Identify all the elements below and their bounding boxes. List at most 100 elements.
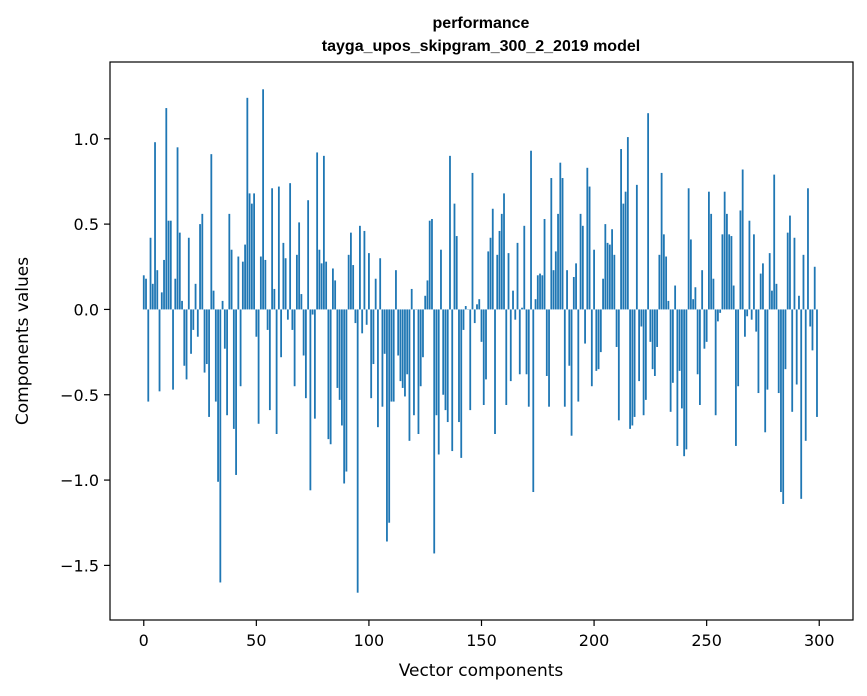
x-tick-label: 50 <box>246 631 266 650</box>
bar <box>142 275 145 310</box>
bar <box>151 283 154 310</box>
bar <box>514 309 517 320</box>
bar <box>183 309 186 366</box>
bar <box>590 309 593 387</box>
bar <box>791 309 794 412</box>
bar <box>221 300 224 310</box>
chart-subtitle: tayga_upos_skipgram_300_2_2019 model <box>322 38 640 55</box>
bar <box>379 258 382 310</box>
bar <box>726 213 728 310</box>
x-tick-label: 100 <box>354 631 385 650</box>
bar <box>599 309 602 353</box>
bar <box>500 213 503 310</box>
bar <box>793 237 796 310</box>
bar <box>361 309 364 334</box>
bar <box>757 309 760 394</box>
bar <box>662 234 665 310</box>
bar <box>703 309 706 349</box>
bar <box>611 229 613 310</box>
bar <box>264 259 267 310</box>
bar <box>313 309 316 419</box>
bar <box>570 309 573 436</box>
bar <box>199 224 201 310</box>
bar <box>687 188 690 310</box>
bar <box>615 309 618 347</box>
bar <box>816 309 818 417</box>
bar <box>766 309 769 390</box>
bar <box>404 309 406 397</box>
bar <box>365 309 368 325</box>
bar <box>262 89 264 310</box>
bar <box>476 304 478 310</box>
bar <box>165 108 168 310</box>
bar <box>699 309 701 405</box>
bar <box>480 309 483 342</box>
bar <box>554 251 557 310</box>
bar <box>431 218 433 310</box>
bar <box>665 256 668 310</box>
bar <box>696 309 699 375</box>
bar <box>237 256 240 310</box>
bar <box>581 225 584 310</box>
bar <box>435 309 438 416</box>
bar <box>721 234 724 310</box>
bar <box>491 208 494 310</box>
bar <box>424 295 427 310</box>
bar <box>651 309 654 370</box>
bar <box>336 309 339 388</box>
bar <box>608 244 611 310</box>
bar <box>789 215 791 310</box>
bar <box>350 232 352 310</box>
bar <box>683 309 686 457</box>
bar <box>685 309 688 450</box>
y-tick-label: 0.0 <box>74 300 99 319</box>
y-tick-label: 0.5 <box>74 215 99 234</box>
bar <box>460 309 463 458</box>
bar <box>426 280 429 310</box>
bar <box>462 309 465 330</box>
x-tick-label: 250 <box>691 631 722 650</box>
bar <box>210 154 213 310</box>
bar <box>354 309 357 324</box>
bar <box>550 178 553 310</box>
bar <box>275 309 278 434</box>
bar <box>163 259 165 310</box>
bar <box>255 309 258 337</box>
bar <box>449 155 451 310</box>
bar <box>458 309 460 423</box>
bar <box>635 184 638 310</box>
bar <box>735 309 737 446</box>
bar <box>271 188 274 310</box>
bar <box>172 309 174 390</box>
bar <box>678 309 681 371</box>
bar <box>732 285 735 310</box>
bar <box>525 309 528 375</box>
bar <box>158 309 161 392</box>
bar <box>174 278 177 310</box>
bar <box>334 280 337 310</box>
bar <box>304 309 307 399</box>
bar <box>617 309 620 421</box>
bar <box>320 263 323 310</box>
bar <box>284 258 287 310</box>
bar <box>775 283 778 310</box>
bar <box>507 253 510 310</box>
bar <box>631 309 634 426</box>
bar <box>372 309 375 365</box>
bar <box>246 97 249 310</box>
bar <box>523 225 526 310</box>
bar <box>203 309 206 373</box>
bar <box>541 275 544 310</box>
bar <box>753 234 755 310</box>
bar <box>593 249 595 310</box>
x-tick-label: 0 <box>139 631 149 650</box>
bar <box>338 309 341 400</box>
bar <box>219 309 222 583</box>
chart-title: performance <box>433 15 530 32</box>
bar <box>453 203 456 310</box>
bar <box>689 239 692 310</box>
bar <box>316 152 319 310</box>
x-tick-label: 300 <box>804 631 835 650</box>
bar <box>399 309 402 382</box>
bar <box>217 309 219 482</box>
